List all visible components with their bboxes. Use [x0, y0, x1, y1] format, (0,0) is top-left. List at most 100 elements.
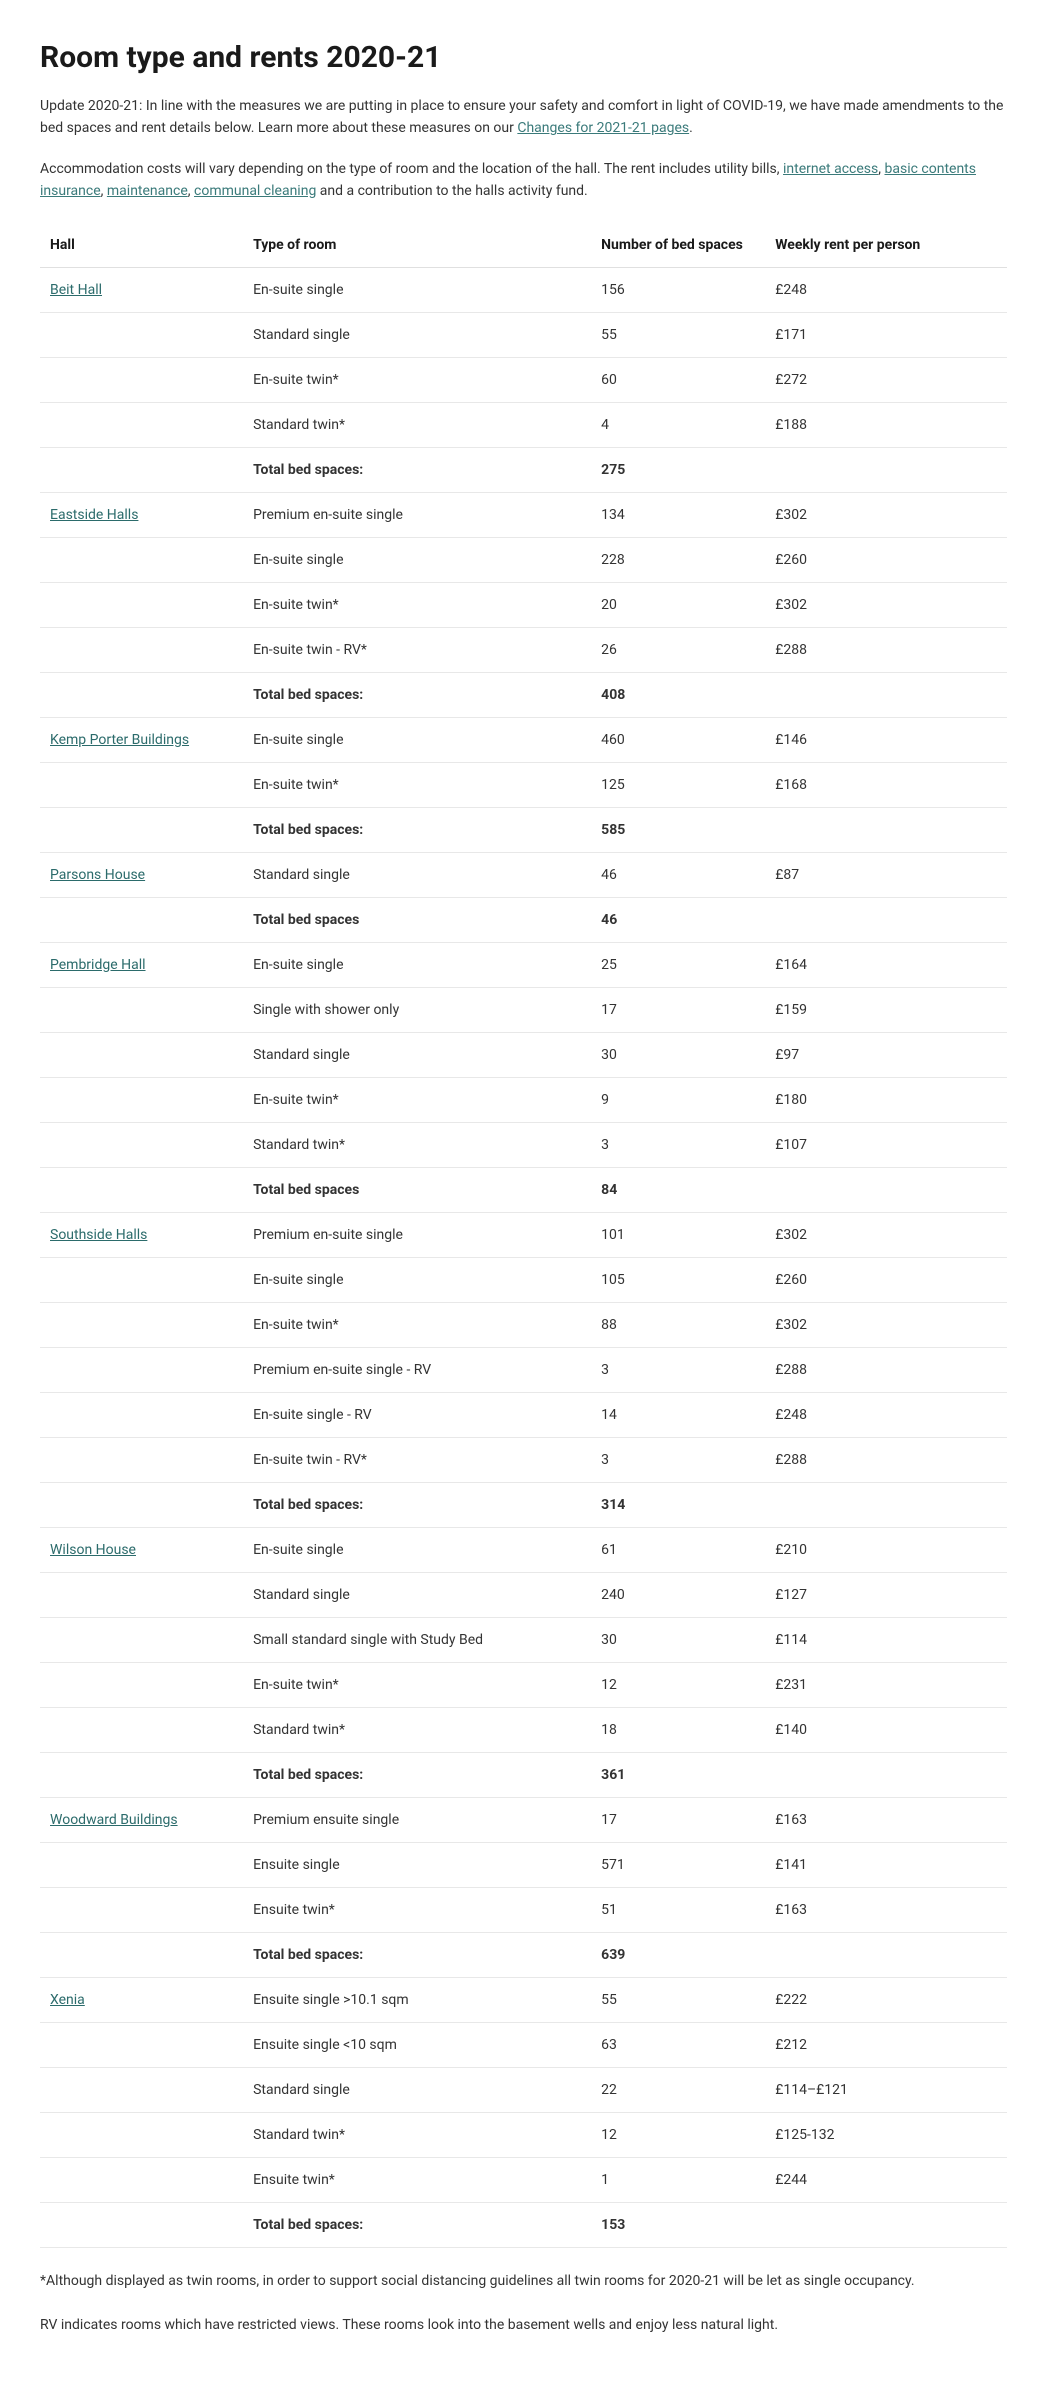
cell-beds: 60 — [591, 357, 765, 402]
cell-beds: 30 — [591, 1617, 765, 1662]
cell-hall — [40, 1302, 243, 1347]
hall-link[interactable]: Xenia — [50, 1992, 85, 2008]
cell-beds: 55 — [591, 312, 765, 357]
cell-hall — [40, 1842, 243, 1887]
cell-beds: 1 — [591, 2157, 765, 2202]
hall-link[interactable]: Pembridge Hall — [50, 957, 146, 973]
cell-type: En-suite twin* — [243, 582, 591, 627]
hall-link[interactable]: Beit Hall — [50, 282, 102, 298]
cell-type: En-suite single — [243, 717, 591, 762]
hall-link[interactable]: Kemp Porter Buildings — [50, 732, 189, 748]
cell-hall: Woodward Buildings — [40, 1797, 243, 1842]
hall-link[interactable]: Parsons House — [50, 867, 145, 883]
hall-link[interactable]: Wilson House — [50, 1542, 136, 1558]
cell-rent — [765, 1932, 1007, 1977]
cell-type: Standard twin* — [243, 2112, 591, 2157]
internet-access-link[interactable]: internet access — [783, 161, 878, 177]
table-row: Ensuite twin*1£244 — [40, 2157, 1007, 2202]
cell-hall: Kemp Porter Buildings — [40, 717, 243, 762]
cell-beds: 105 — [591, 1257, 765, 1302]
cell-beds: 25 — [591, 942, 765, 987]
cell-hall — [40, 1392, 243, 1437]
cell-rent: £168 — [765, 762, 1007, 807]
cell-rent: £244 — [765, 2157, 1007, 2202]
footnote-twin: *Although displayed as twin rooms, in or… — [40, 2270, 1007, 2292]
maintenance-link[interactable]: maintenance — [107, 183, 188, 199]
changes-link[interactable]: Changes for 2021-21 pages — [517, 120, 689, 136]
cell-type: En-suite single — [243, 942, 591, 987]
hall-link[interactable]: Eastside Halls — [50, 507, 138, 523]
hall-link[interactable]: Southside Halls — [50, 1227, 147, 1243]
cell-hall — [40, 582, 243, 627]
cell-rent — [765, 1167, 1007, 1212]
table-row: Kemp Porter BuildingsEn-suite single460£… — [40, 717, 1007, 762]
cell-rent: £87 — [765, 852, 1007, 897]
cell-type: Total bed spaces: — [243, 2202, 591, 2247]
table-row: En-suite twin*12£231 — [40, 1662, 1007, 1707]
cell-beds: 14 — [591, 1392, 765, 1437]
cell-beds: 3 — [591, 1347, 765, 1392]
cell-beds: 17 — [591, 1797, 765, 1842]
cell-rent: £188 — [765, 402, 1007, 447]
cell-hall — [40, 2022, 243, 2067]
table-row: En-suite twin*9£180 — [40, 1077, 1007, 1122]
cell-type: Total bed spaces: — [243, 1932, 591, 1977]
cell-rent: £272 — [765, 357, 1007, 402]
cell-beds: 61 — [591, 1527, 765, 1572]
table-row: En-suite twin - RV*3£288 — [40, 1437, 1007, 1482]
cell-rent: £114–£121 — [765, 2067, 1007, 2112]
table-row: Premium en-suite single - RV3£288 — [40, 1347, 1007, 1392]
cell-hall — [40, 312, 243, 357]
cell-hall — [40, 1347, 243, 1392]
cell-beds: 153 — [591, 2202, 765, 2247]
cell-beds: 9 — [591, 1077, 765, 1122]
cell-type: Small standard single with Study Bed — [243, 1617, 591, 1662]
cell-beds: 4 — [591, 402, 765, 447]
cell-hall — [40, 1662, 243, 1707]
communal-cleaning-link[interactable]: communal cleaning — [194, 183, 316, 199]
intro-paragraph-1: Update 2020-21: In line with the measure… — [40, 95, 1007, 140]
table-row: Standard twin*18£140 — [40, 1707, 1007, 1752]
cell-rent — [765, 447, 1007, 492]
table-row-total: Total bed spaces:275 — [40, 447, 1007, 492]
table-row-total: Total bed spaces:408 — [40, 672, 1007, 717]
table-row-total: Total bed spaces46 — [40, 897, 1007, 942]
cell-type: Total bed spaces — [243, 1167, 591, 1212]
table-row: Beit HallEn-suite single156£248 — [40, 267, 1007, 312]
cell-type: Ensuite single <10 sqm — [243, 2022, 591, 2067]
cell-rent: £288 — [765, 627, 1007, 672]
cell-type: Standard single — [243, 2067, 591, 2112]
table-row-total: Total bed spaces:585 — [40, 807, 1007, 852]
cell-hall — [40, 1752, 243, 1797]
cell-beds: 585 — [591, 807, 765, 852]
cell-beds: 26 — [591, 627, 765, 672]
cell-hall: Parsons House — [40, 852, 243, 897]
cell-hall — [40, 1257, 243, 1302]
cell-rent: £164 — [765, 942, 1007, 987]
cell-type: Premium ensuite single — [243, 1797, 591, 1842]
cell-type: En-suite single — [243, 537, 591, 582]
cell-beds: 361 — [591, 1752, 765, 1797]
cell-type: Standard single — [243, 852, 591, 897]
cell-hall — [40, 987, 243, 1032]
cell-beds: 12 — [591, 2112, 765, 2157]
intro-paragraph-2: Accommodation costs will vary depending … — [40, 158, 1007, 203]
cell-hall — [40, 1437, 243, 1482]
table-row-total: Total bed spaces:639 — [40, 1932, 1007, 1977]
cell-beds: 22 — [591, 2067, 765, 2112]
cell-hall — [40, 1707, 243, 1752]
cell-type: Standard twin* — [243, 1707, 591, 1752]
cell-hall — [40, 1887, 243, 1932]
hall-link[interactable]: Woodward Buildings — [50, 1812, 178, 1828]
cell-beds: 20 — [591, 582, 765, 627]
cell-beds: 18 — [591, 1707, 765, 1752]
cell-type: Total bed spaces: — [243, 672, 591, 717]
cell-rent: £159 — [765, 987, 1007, 1032]
cell-rent: £125-132 — [765, 2112, 1007, 2157]
cell-rent: £114 — [765, 1617, 1007, 1662]
table-row-total: Total bed spaces:153 — [40, 2202, 1007, 2247]
cell-rent: £180 — [765, 1077, 1007, 1122]
cell-hall — [40, 2202, 243, 2247]
cell-type: Premium en-suite single - RV — [243, 1347, 591, 1392]
cell-hall — [40, 1167, 243, 1212]
